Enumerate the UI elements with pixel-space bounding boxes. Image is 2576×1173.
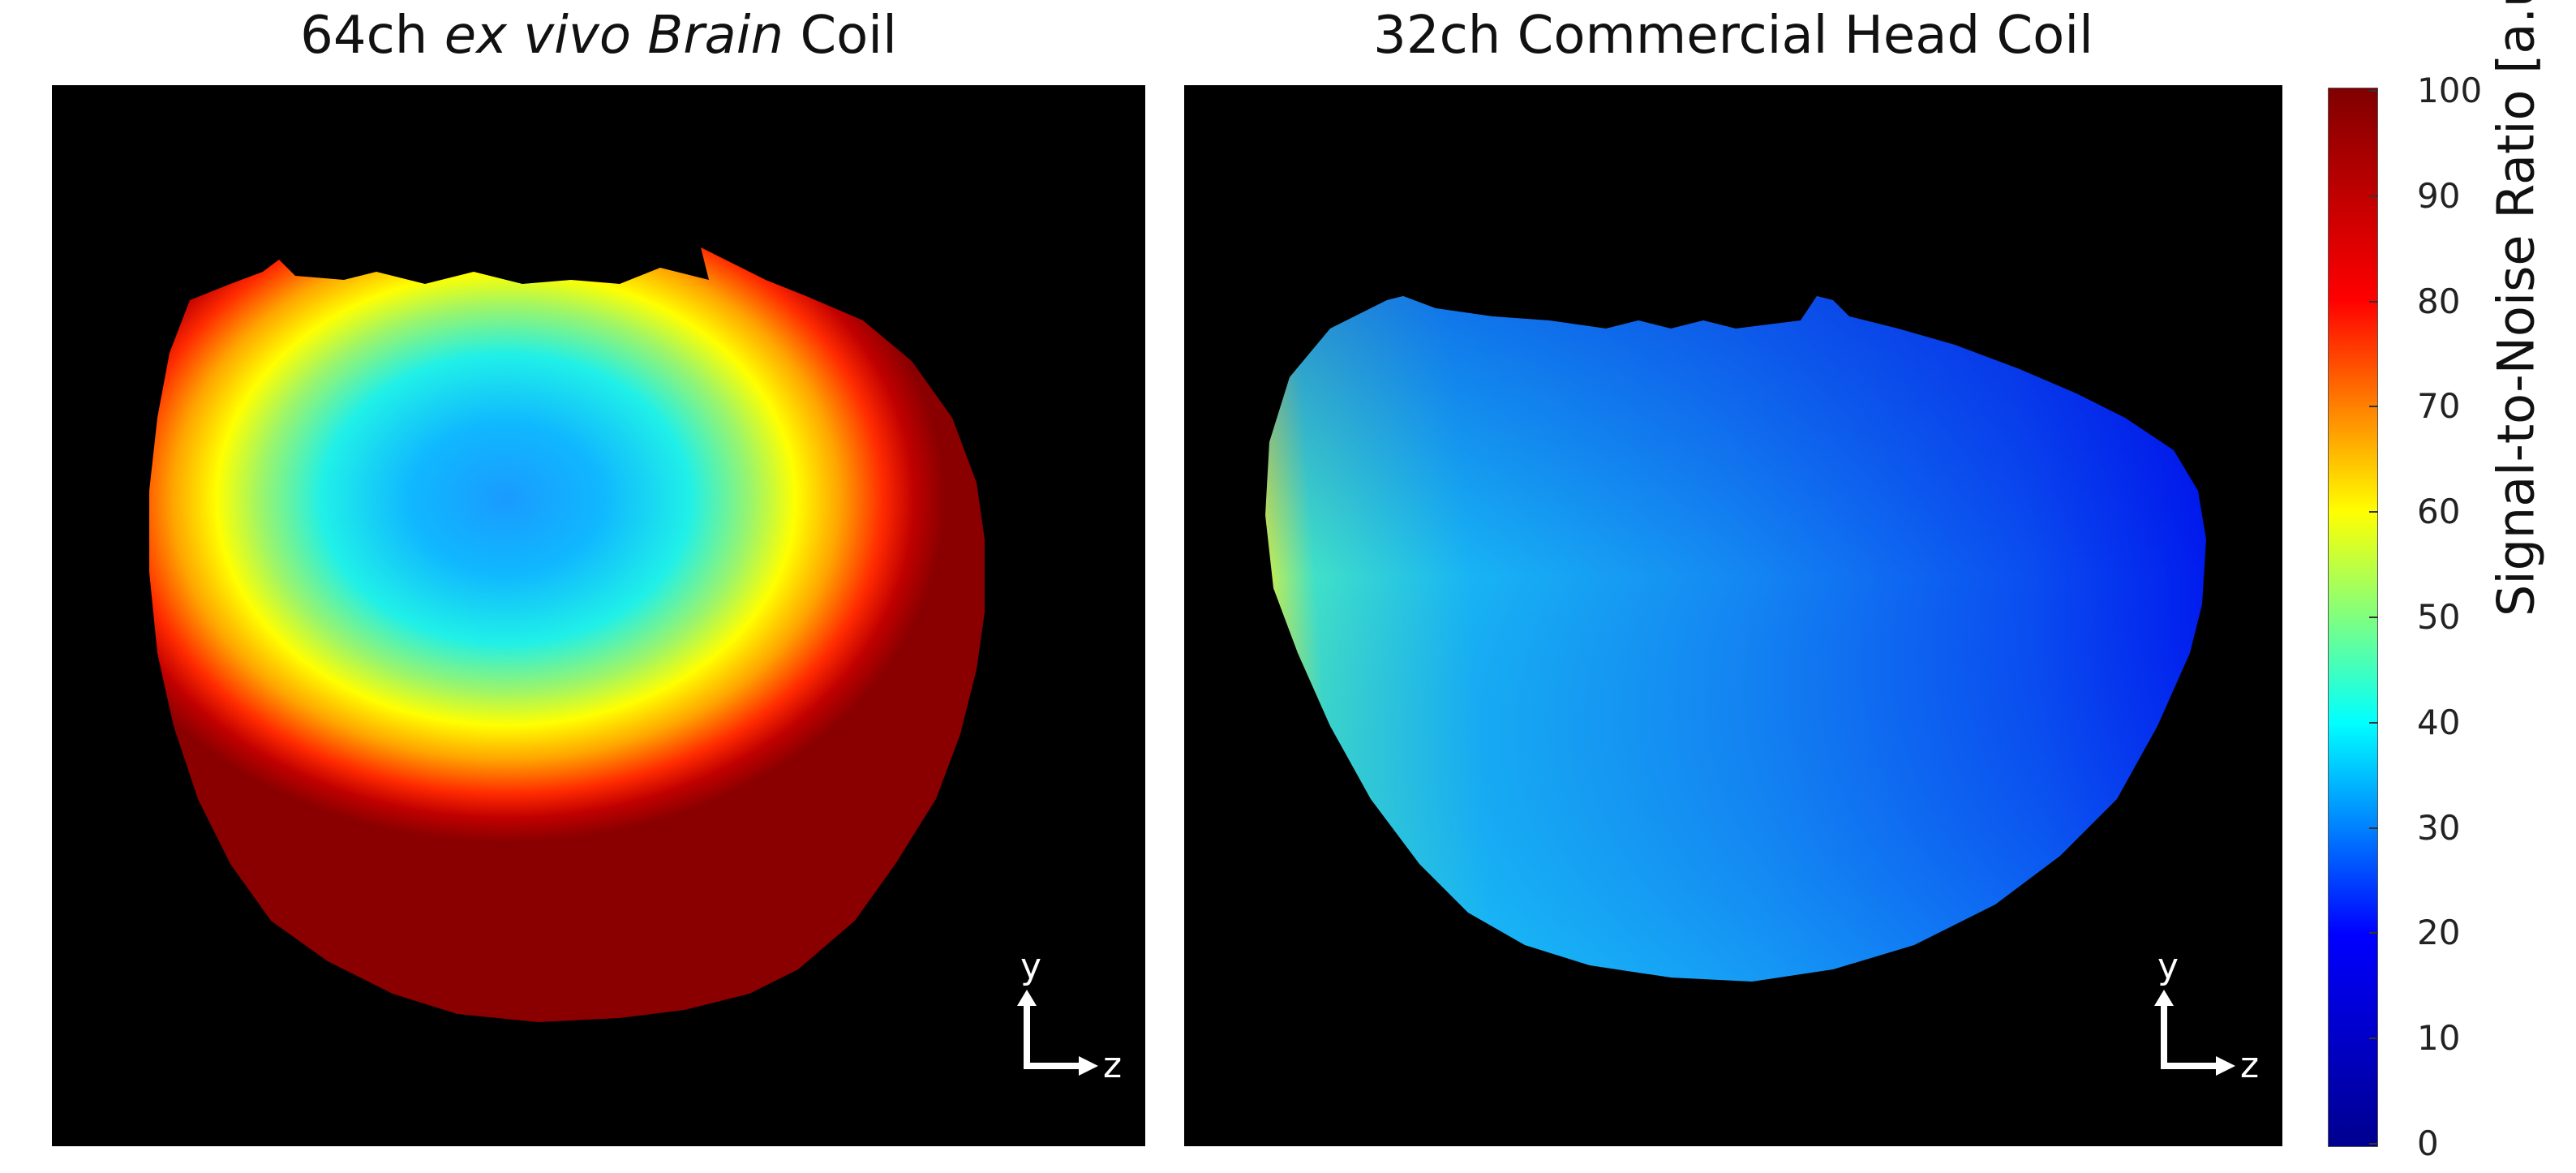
colorbar-tick-mark	[2369, 300, 2378, 303]
left-title-suffix: Coil	[800, 6, 897, 66]
colorbar-tick-mark	[2369, 1143, 2378, 1145]
axis-arrows-icon	[1017, 990, 1098, 1076]
colorbar-tick-label: 10	[2417, 1018, 2461, 1059]
colorbar-tick-mark	[2369, 932, 2378, 935]
colorbar-tick-label: 90	[2417, 175, 2461, 216]
colorbar-tick-mark	[2369, 195, 2378, 197]
colorbar-tick-label: 20	[2417, 913, 2461, 953]
left-panel-title: 64ch ex vivo Brain Coil	[52, 2, 1145, 70]
colorbar-tick-label: 60	[2417, 492, 2461, 532]
colorbar-tick-mark	[2369, 721, 2378, 724]
axis-z-label: z	[1103, 1045, 1123, 1086]
colorbar-tick-mark	[2369, 90, 2378, 92]
colorbar-tick-label: 40	[2417, 702, 2461, 742]
colorbar-tick-label: 70	[2417, 386, 2461, 427]
colorbar-tick-mark	[2369, 827, 2378, 829]
axis-indicator: y z	[1001, 949, 1123, 1087]
colorbar-tick-label: 50	[2417, 597, 2461, 637]
right-panel-title: 32ch Commercial Head Coil	[1373, 6, 2093, 66]
colorbar-label: Signal-to-Noise Ratio [a.u.]	[2486, 0, 2546, 617]
axis-y-label: y	[2157, 946, 2179, 987]
snr-map-64ch: y z	[52, 85, 1145, 1146]
axis-z-label: z	[2240, 1045, 2260, 1086]
snr-map-64ch-image	[149, 247, 985, 1022]
snr-map-32ch: y z	[1184, 85, 2282, 1146]
colorbar-tick-mark	[2369, 406, 2378, 408]
colorbar-tick-label: 30	[2417, 807, 2461, 848]
axis-indicator: y z	[2138, 949, 2260, 1087]
colorbar-tick-label: 80	[2417, 281, 2461, 321]
colorbar-tick-mark	[2369, 511, 2378, 513]
colorbar-tick-label: 0	[2417, 1124, 2439, 1163]
left-title-prefix: 64ch	[300, 6, 428, 66]
axis-arrows-icon	[2154, 990, 2235, 1076]
snr-map-32ch-image	[1265, 296, 2206, 982]
colorbar-tick-mark	[2369, 617, 2378, 618]
colorbar-tick-label: 100	[2417, 71, 2483, 110]
left-title-italic: ex vivo Brain	[444, 6, 784, 66]
colorbar-tick-mark	[2369, 1038, 2378, 1040]
axis-y-label: y	[1020, 946, 1042, 987]
